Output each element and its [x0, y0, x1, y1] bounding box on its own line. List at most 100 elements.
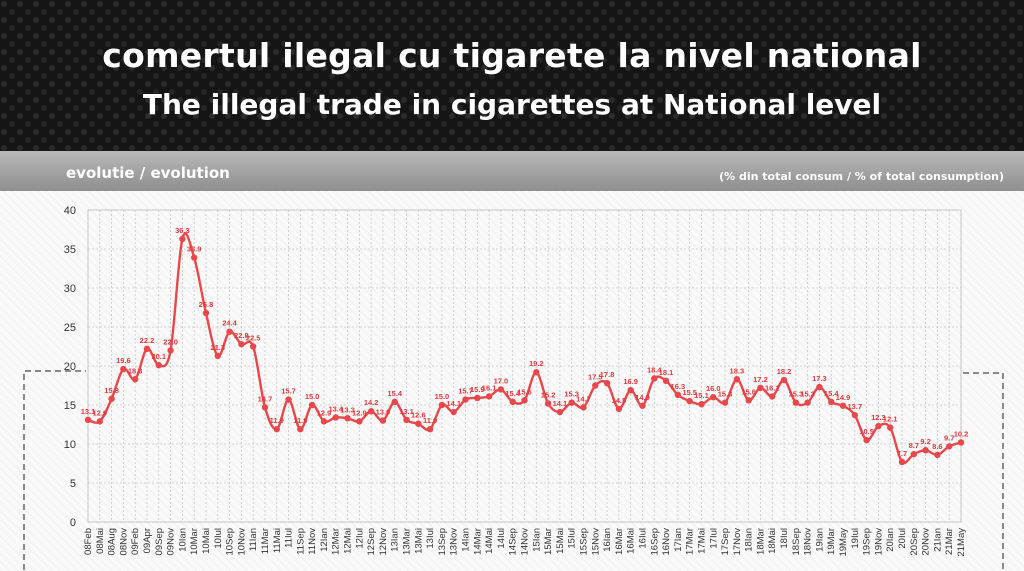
data-label: 26.8 — [199, 300, 214, 309]
data-point — [556, 408, 564, 416]
x-tick-label: 20Nov — [921, 528, 932, 556]
data-label: 15.4 — [387, 389, 402, 398]
data-point — [344, 415, 351, 422]
data-label: 22.0 — [163, 337, 178, 346]
data-label: 15.0 — [305, 392, 320, 401]
x-tick-label: 20Sep — [909, 528, 920, 555]
data-label: 13.4 — [328, 404, 343, 413]
x-tick-label: 16Sep — [649, 528, 660, 555]
data-point — [745, 397, 752, 404]
x-tick-label: 13Nov — [449, 528, 460, 556]
x-tick-label: 21May — [956, 528, 967, 557]
x-tick-label: 10Nov — [236, 528, 247, 556]
x-tick-label: 08Aug — [107, 528, 118, 555]
data-point — [485, 393, 493, 400]
x-tick-label: 09Feb — [130, 528, 141, 555]
data-point — [568, 399, 575, 406]
data-label: 14.1 — [446, 399, 461, 408]
data-label: 17.0 — [494, 376, 509, 385]
x-tick-label: 21Mar — [944, 528, 955, 555]
left-bracket — [23, 370, 86, 570]
y-tick-label: 10 — [64, 439, 76, 451]
data-point — [179, 235, 186, 243]
data-label: 16.0 — [706, 384, 721, 393]
x-tick-label: 15Mai — [555, 528, 566, 554]
data-label: 13.1 — [399, 407, 414, 416]
x-tick-label: 19Ian — [814, 528, 825, 552]
page-subtitle: The illegal trade in cigarettes at Natio… — [142, 88, 882, 121]
data-label: 12.3 — [871, 413, 886, 422]
data-point — [828, 398, 835, 406]
x-tick-label: 16Iul — [637, 528, 648, 549]
chart-title: evolutie / evolution — [66, 164, 230, 182]
data-point — [592, 382, 599, 389]
data-label: 13.1 — [81, 407, 96, 416]
data-label: 13.7 — [848, 402, 863, 411]
data-label: 18.2 — [777, 367, 792, 376]
data-label: 36.3 — [175, 226, 190, 235]
data-label: 11.9 — [270, 416, 284, 425]
data-point — [285, 396, 292, 403]
data-label: 12.6 — [411, 411, 426, 420]
data-point — [438, 401, 446, 409]
x-tick-label: 11Sep — [295, 528, 306, 555]
plot-area — [87, 209, 962, 523]
x-tick-label: 18Iul — [779, 528, 790, 549]
x-tick-label: 08Mai — [95, 528, 106, 554]
data-point — [249, 343, 257, 350]
data-label: 9.7 — [944, 433, 954, 442]
data-point — [108, 395, 115, 402]
data-label: 12.9 — [92, 408, 107, 417]
data-label: 19.2 — [529, 359, 544, 368]
x-tick-label: 14Mai — [484, 528, 495, 554]
unit-note: (% din total consum / % of total consump… — [719, 170, 1004, 183]
data-point — [509, 398, 516, 406]
data-point — [816, 383, 823, 391]
data-label: 15.1 — [694, 391, 709, 400]
data-point — [639, 402, 646, 409]
x-tick-label: 19May — [838, 528, 849, 557]
data-point — [710, 394, 717, 401]
data-label: 14.9 — [836, 393, 851, 402]
data-point — [721, 399, 729, 406]
chart-grid — [87, 209, 962, 523]
chart-frame — [23, 209, 1004, 570]
data-point — [497, 386, 505, 393]
data-point — [615, 405, 623, 413]
data-label: 15.6 — [741, 387, 756, 396]
data-label: 8.7 — [909, 441, 919, 450]
data-label: 15.2 — [541, 390, 556, 399]
x-tick-label: 14Nov — [520, 528, 531, 556]
data-label: 15.7 — [458, 387, 473, 396]
x-tick-label: 13Mai — [413, 528, 424, 554]
data-label: 16.1 — [482, 383, 497, 392]
data-label: 11.9 — [423, 416, 437, 425]
data-label: 15.3 — [564, 390, 579, 399]
x-tick-label: 15Ian — [531, 528, 542, 552]
x-tick-label: 18Nov — [803, 528, 814, 556]
data-point — [155, 362, 162, 369]
data-label: 11.9 — [293, 416, 307, 425]
x-tick-label: 16Ian — [602, 528, 613, 552]
x-tick-label: 12Mar — [331, 528, 342, 555]
x-tick-label: 18Ian — [744, 528, 755, 552]
data-label: 15.3 — [789, 390, 804, 399]
data-point — [308, 401, 316, 409]
data-label: 21.3 — [210, 343, 225, 352]
data-point — [533, 369, 540, 376]
data-point — [733, 376, 741, 383]
x-tick-label: 09Sep — [154, 528, 165, 555]
data-point — [474, 394, 481, 402]
x-tick-label: 17Mar — [685, 528, 696, 555]
data-point — [898, 458, 906, 466]
data-point — [544, 400, 552, 407]
x-tick-label: 15Iul — [567, 528, 578, 549]
data-label: 15.4 — [824, 389, 839, 398]
data-label: 14.5 — [612, 396, 627, 405]
data-point — [686, 397, 693, 405]
x-tick-label: 09Nov — [166, 528, 177, 556]
data-label: 16.1 — [765, 383, 780, 392]
data-label: 14.9 — [635, 393, 650, 402]
x-tick-label: 08Feb — [83, 528, 94, 555]
x-tick-label: 10Mai — [201, 528, 212, 554]
